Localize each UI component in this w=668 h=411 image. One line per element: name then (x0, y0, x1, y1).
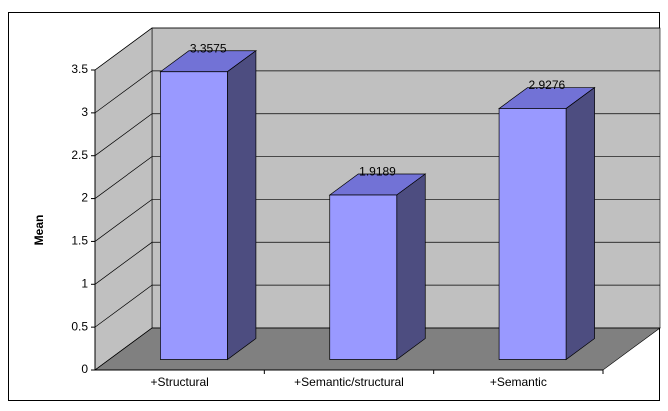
y-tick-label: 0 (81, 362, 88, 376)
grid-line (94, 241, 660, 285)
grid-line (94, 27, 660, 71)
grid-line (94, 327, 660, 371)
y-tick-label: 2.5 (71, 148, 88, 162)
bar (160, 71, 228, 360)
bar (329, 194, 398, 360)
x-tick-label: +Semantic (490, 375, 547, 389)
value-label: 2.9276 (528, 78, 565, 92)
value-label: 1.9189 (359, 165, 396, 179)
y-tick-label: 2 (81, 191, 88, 205)
y-tick-label: 0.5 (71, 319, 88, 333)
x-tick-label: +Structural (150, 375, 208, 389)
grid-line (94, 156, 660, 199)
x-tick-label: +Semantic/structural (294, 375, 404, 389)
y-tick-label: 3 (81, 105, 88, 119)
bar (498, 108, 567, 360)
bar-side (227, 50, 257, 361)
grid-line (94, 199, 660, 242)
grid-line (94, 113, 660, 156)
value-label: 3.3575 (190, 41, 227, 55)
grid-line (94, 70, 660, 114)
grid-line (94, 284, 660, 328)
side-wall (94, 27, 153, 371)
y-axis-label: Mean (32, 215, 46, 246)
bar-side (565, 86, 595, 361)
y-tick-label: 1.5 (71, 234, 88, 248)
y-tick-label: 3.5 (71, 62, 88, 76)
y-tick-label: 1 (81, 276, 88, 290)
bar-side (396, 173, 426, 361)
